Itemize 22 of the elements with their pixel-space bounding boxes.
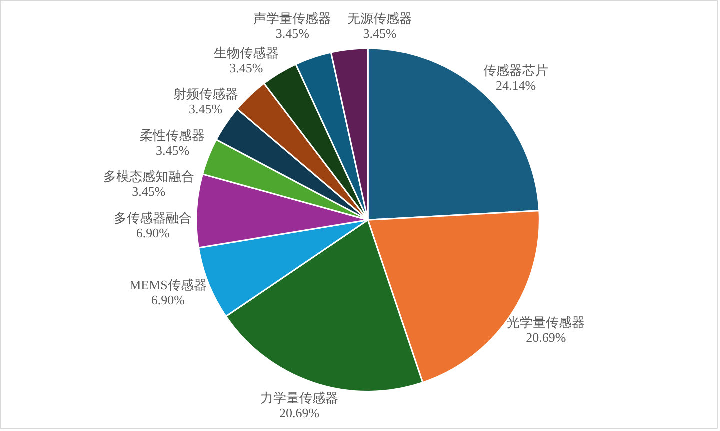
- data-label: 3.45%: [276, 26, 310, 42]
- slice-label: 射频传感器: [173, 86, 238, 102]
- slice-label: 力学量传感器: [260, 390, 338, 406]
- slice-label: 多传感器融合: [114, 210, 192, 226]
- data-label: 3.45%: [132, 184, 166, 200]
- slice-label: 多模态感知融合: [103, 169, 194, 184]
- slice-label: 柔性传感器: [140, 128, 206, 143]
- slice-label: 无源传感器: [348, 11, 413, 26]
- data-label: 20.69%: [279, 406, 320, 421]
- data-label: 20.69%: [526, 330, 566, 345]
- data-label: 3.45%: [188, 102, 223, 117]
- slice-label: 生物传感器: [214, 46, 279, 61]
- slice-label: 光学量传感器: [507, 314, 586, 330]
- slice-label: 声学量传感器: [254, 11, 332, 26]
- slice-label: MEMS传感器: [130, 278, 207, 293]
- data-label: 3.45%: [363, 26, 398, 42]
- data-label: 3.45%: [156, 142, 190, 158]
- data-label: 3.45%: [230, 60, 264, 76]
- data-label: 6.90%: [136, 225, 170, 240]
- slice-label: 传感器芯片: [484, 63, 549, 78]
- data-label: 6.90%: [151, 292, 186, 308]
- data-label: 24.14%: [496, 78, 536, 94]
